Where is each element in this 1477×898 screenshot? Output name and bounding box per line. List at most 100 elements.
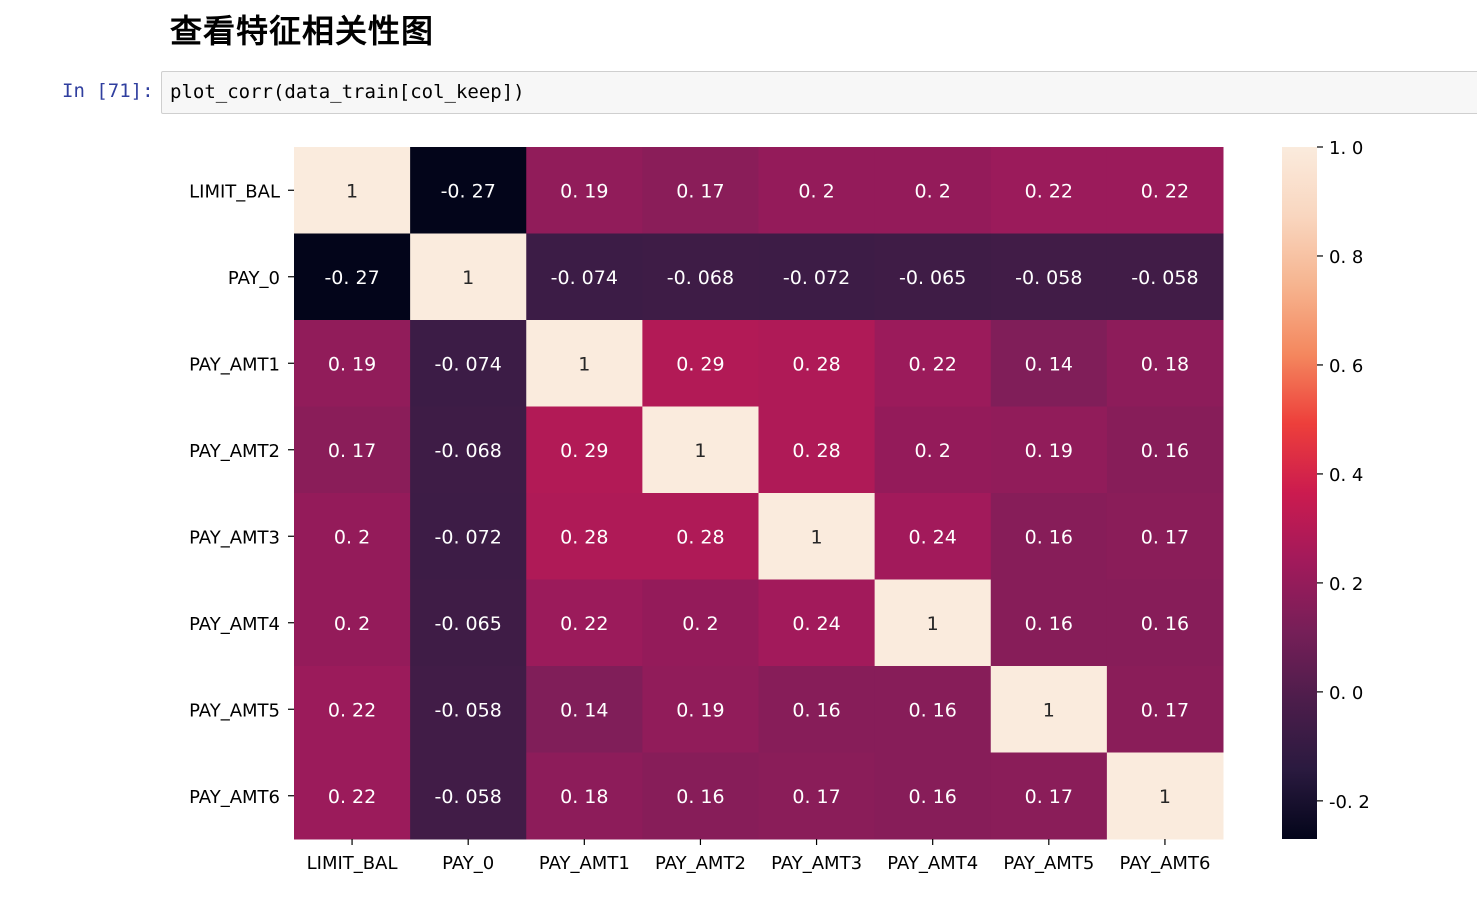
heatmap-cell-4-6 [990, 493, 1108, 580]
cell-annotation-3-7: 0. 16 [1141, 440, 1189, 462]
heatmap-cell-4-7 [1106, 493, 1224, 580]
cell-annotation-2-7: 0. 18 [1141, 353, 1189, 375]
heatmap-cell-1-4 [758, 233, 876, 321]
heatmap-cell-2-7 [1106, 320, 1224, 407]
x-tick-label-7: PAY_AMT6 [1119, 853, 1210, 874]
cell-annotation-7-2: 0. 18 [560, 786, 608, 808]
cell-annotation-5-2: 0. 22 [560, 613, 608, 635]
heatmap-cell-2-5 [874, 320, 992, 407]
colorbar-tick-label-6: -0. 2 [1329, 792, 1370, 813]
x-tick-label-2: PAY_AMT1 [539, 853, 630, 874]
cell-annotation-3-6: 0. 19 [1025, 440, 1073, 462]
cell-annotation-1-1: 1 [462, 267, 474, 289]
heatmap-cell-0-3 [642, 147, 759, 234]
heatmap-cell-5-1 [410, 579, 527, 667]
cell-annotation-5-1: -0. 065 [435, 613, 502, 635]
colorbar-tick-label-3: 0. 4 [1329, 465, 1363, 486]
heatmap-cell-6-7 [1106, 666, 1224, 753]
heatmap-cell-3-4 [758, 406, 876, 494]
colorbar-tick-label-5: 0. 0 [1329, 683, 1363, 704]
cell-annotation-7-6: 0. 17 [1025, 786, 1073, 808]
heatmap-cell-1-3 [642, 233, 759, 321]
cell-annotation-0-7: 0. 22 [1141, 180, 1189, 202]
heatmap-cell-0-6 [990, 147, 1108, 234]
heatmap-cell-1-1 [410, 233, 527, 321]
heatmap-cell-2-2 [526, 320, 643, 407]
cell-annotation-3-3: 1 [694, 440, 706, 462]
cell-annotation-6-6: 1 [1043, 699, 1055, 721]
cell-prompt: In [71]: [62, 80, 154, 102]
cell-annotation-0-5: 0. 2 [915, 180, 951, 202]
x-tick-label-0: LIMIT_BAL [307, 853, 398, 874]
cell-annotation-6-5: 0. 16 [909, 699, 957, 721]
cell-annotation-3-4: 0. 28 [792, 440, 840, 462]
heatmap-cell-3-5 [874, 406, 992, 494]
heatmap-cell-3-7 [1106, 406, 1224, 494]
heatmap-cell-5-5 [874, 579, 992, 667]
cell-annotation-6-0: 0. 22 [328, 699, 376, 721]
heatmap-cell-3-0 [294, 406, 411, 494]
heatmap-cell-7-5 [874, 752, 992, 840]
colorbar [1282, 147, 1317, 839]
heatmap-cell-2-1 [410, 320, 527, 407]
heatmap-cell-3-1 [410, 406, 527, 494]
cell-annotation-2-2: 1 [578, 353, 590, 375]
heatmap-cell-1-7 [1106, 233, 1224, 321]
heatmap-cell-5-0 [294, 579, 411, 667]
cell-annotation-7-7: 1 [1159, 786, 1171, 808]
cell-annotation-4-4: 1 [811, 526, 823, 548]
cell-annotation-7-3: 0. 16 [676, 786, 724, 808]
heatmap-cell-7-0 [294, 752, 411, 840]
cell-annotation-7-4: 0. 17 [792, 786, 840, 808]
cell-annotation-6-4: 0. 16 [792, 699, 840, 721]
heatmap-cell-3-3 [642, 406, 759, 494]
heatmap-cell-7-1 [410, 752, 527, 840]
cell-annotation-6-7: 0. 17 [1141, 699, 1189, 721]
cell-annotation-5-5: 1 [927, 613, 939, 635]
cell-annotation-5-4: 0. 24 [792, 613, 840, 635]
colorbar-tick-label-1: 0. 8 [1329, 247, 1363, 268]
code-text: plot_corr(data_train[col_keep]) [170, 81, 525, 103]
cell-annotation-7-1: -0. 058 [435, 786, 502, 808]
cell-annotation-4-0: 0. 2 [334, 526, 370, 548]
cell-annotation-2-0: 0. 19 [328, 353, 376, 375]
cell-annotation-0-1: -0. 27 [441, 180, 496, 202]
cell-annotation-0-3: 0. 17 [676, 180, 724, 202]
cell-annotation-4-2: 0. 28 [560, 526, 608, 548]
colorbar-tick-label-4: 0. 2 [1329, 574, 1363, 595]
y-tick-label-0: LIMIT_BAL [189, 181, 280, 202]
cell-annotation-6-1: -0. 058 [435, 699, 502, 721]
cell-annotation-0-4: 0. 2 [798, 180, 834, 202]
cell-annotation-2-5: 0. 22 [909, 353, 957, 375]
page-heading: 查看特征相关性图 [170, 12, 435, 50]
y-tick-label-2: PAY_AMT1 [189, 354, 280, 375]
heatmap-cell-7-6 [990, 752, 1108, 840]
cell-annotation-7-0: 0. 22 [328, 786, 376, 808]
cell-annotation-6-3: 0. 19 [676, 699, 724, 721]
heatmap-cell-4-0 [294, 493, 411, 580]
heatmap-cell-6-6 [990, 666, 1108, 753]
cell-annotation-1-7: -0. 058 [1131, 267, 1198, 289]
heatmap-cell-6-1 [410, 666, 527, 753]
cell-annotation-5-3: 0. 2 [682, 613, 718, 635]
cell-annotation-2-1: -0. 074 [435, 353, 502, 375]
heatmap-cell-3-6 [990, 406, 1108, 494]
heatmap-cell-7-2 [526, 752, 643, 840]
cell-annotation-0-6: 0. 22 [1025, 180, 1073, 202]
cell-annotation-1-5: -0. 065 [899, 267, 966, 289]
heatmap-cell-0-1 [410, 147, 527, 234]
heatmap-cell-6-3 [642, 666, 759, 753]
code-cell[interactable]: plot_corr(data_train[col_keep]) [161, 71, 1477, 114]
heatmap-cell-0-2 [526, 147, 643, 234]
cell-annotation-3-5: 0. 2 [915, 440, 951, 462]
heatmap-cell-1-6 [990, 233, 1108, 321]
cell-annotation-4-5: 0. 24 [909, 526, 957, 548]
cell-annotation-1-4: -0. 072 [783, 267, 850, 289]
cell-annotation-0-2: 0. 19 [560, 180, 608, 202]
cell-annotation-2-6: 0. 14 [1025, 353, 1073, 375]
cell-annotation-6-2: 0. 14 [560, 699, 608, 721]
heatmap-cell-6-4 [758, 666, 876, 753]
y-tick-label-6: PAY_AMT5 [189, 700, 280, 721]
heatmap-cell-6-2 [526, 666, 643, 753]
